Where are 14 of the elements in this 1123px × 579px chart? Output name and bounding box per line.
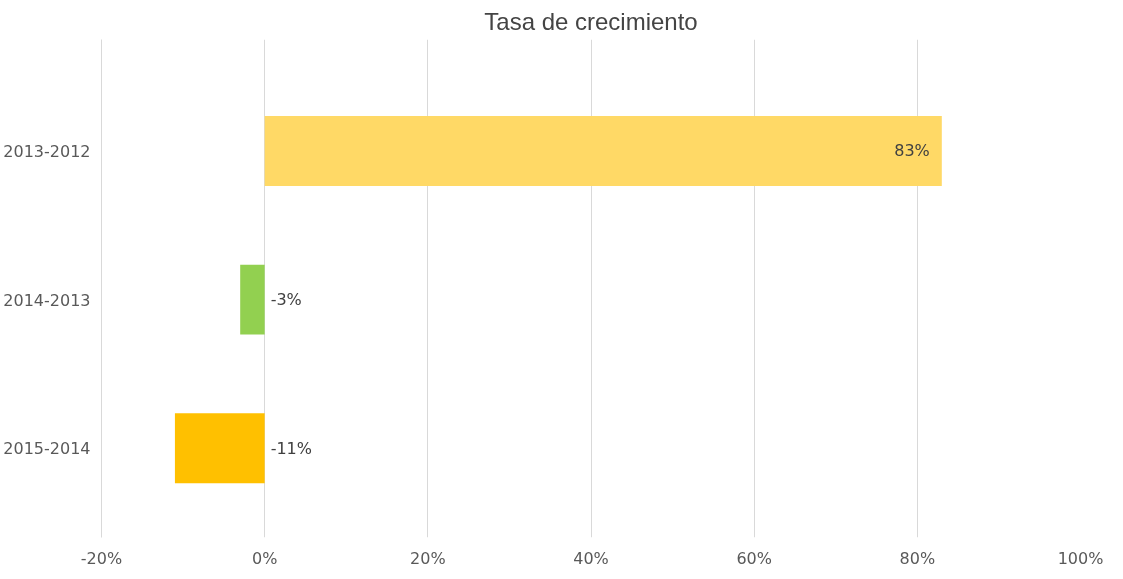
x-tick-label: 80%: [899, 548, 936, 568]
y-tick-label: 2013-2012: [3, 141, 91, 161]
data-label: 83%: [894, 141, 930, 161]
y-tick-label: 2015-2014: [3, 439, 91, 459]
x-tick-label: 0%: [251, 548, 278, 568]
chart-title: Tasa de crecimiento: [484, 7, 698, 35]
x-tick-label: -20%: [80, 548, 123, 568]
x-tick-label: 40%: [573, 548, 609, 568]
y-tick-label: 2014-2013: [3, 290, 91, 310]
data-label: -3%: [270, 290, 302, 310]
data-label: -11%: [270, 438, 313, 458]
x-tick-label: 100%: [1057, 548, 1104, 568]
x-tick-label: 60%: [736, 548, 772, 568]
x-tick-label: 20%: [410, 548, 446, 568]
